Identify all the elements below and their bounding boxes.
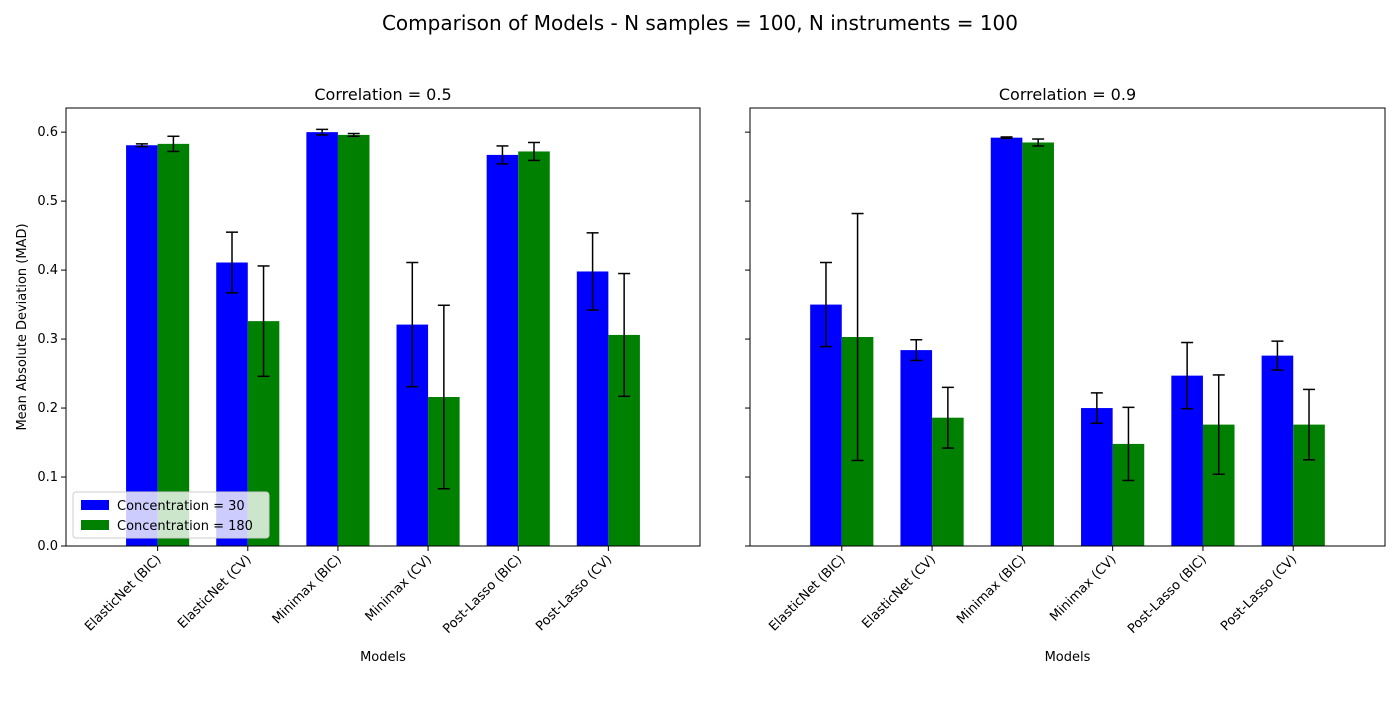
bar-0-1	[900, 350, 933, 546]
panel-title: Correlation = 0.9	[999, 85, 1136, 104]
y-tick-label: 0.6	[37, 125, 58, 140]
bar-1-2	[1022, 142, 1054, 546]
plot-frame	[749, 107, 1386, 547]
bar-0-3	[1081, 408, 1113, 546]
y-tick-label: 0.3	[37, 332, 58, 347]
bar-0-4	[486, 154, 519, 546]
bar-1-4	[518, 151, 550, 546]
bar-0-2	[306, 132, 338, 547]
bar-1-0	[157, 143, 190, 546]
panel-title: Correlation = 0.5	[314, 85, 451, 104]
bar-0-5	[1261, 355, 1294, 546]
y-tick-label: 0.0	[37, 539, 58, 554]
legend-swatch-1	[81, 520, 109, 530]
legend-box	[72, 491, 270, 539]
legend-label-0: Concentration = 30	[117, 499, 245, 514]
bar-1-2	[337, 134, 370, 546]
legend-swatch-0	[81, 500, 109, 510]
y-tick-label: 0.5	[37, 194, 58, 209]
y-tick-label: 0.4	[37, 263, 58, 278]
y-tick-label: 0.2	[37, 401, 58, 416]
plot-frame	[65, 107, 701, 547]
x-axis-label: Models	[1045, 650, 1091, 665]
y-axis-label: Mean Absolute Deviation (MAD)	[15, 223, 30, 430]
bar-0-0	[126, 145, 158, 546]
bar-0-5	[576, 271, 609, 546]
x-axis-label: Models	[360, 650, 406, 665]
y-tick-label: 0.1	[37, 470, 58, 485]
legend-label-1: Concentration = 180	[117, 519, 253, 534]
bar-0-2	[990, 137, 1023, 546]
figure-title: Comparison of Models - N samples = 100, …	[382, 11, 1018, 35]
